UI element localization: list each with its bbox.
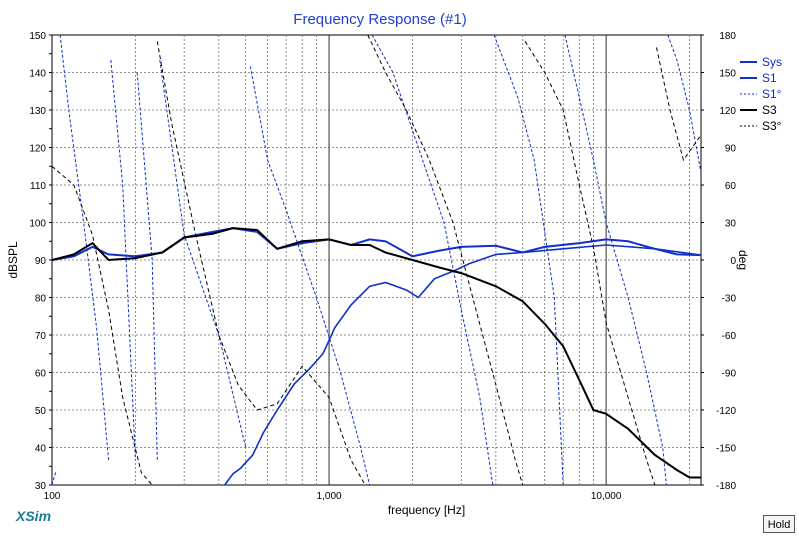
x-axis-label: frequency [Hz] [388,503,465,517]
hold-button[interactable]: Hold [763,515,795,533]
y2-tick-label: 180 [719,31,736,42]
y2-tick-label: 120 [719,106,736,117]
y2-tick-label: -120 [716,406,736,417]
y2-tick-label: 60 [725,181,737,192]
y-tick-label: 120 [29,144,46,155]
y-tick-label: 70 [35,331,47,342]
y-tick-label: 90 [35,256,47,267]
x-tick-label: 10,000 [591,491,622,502]
y-tick-label: 110 [30,181,46,192]
legend-entry: Sys [762,55,782,69]
y2-tick-label: 30 [725,219,737,230]
y-tick-label: 30 [35,481,47,492]
legend-entry: S3 [762,103,777,117]
y-tick-label: 40 [35,444,47,455]
x-tick-label: 100 [44,491,61,502]
y2-tick-label: -180 [716,481,736,492]
y2-tick-label: -60 [722,331,737,342]
y2-tick-label: 150 [719,69,736,80]
y-tick-label: 60 [35,369,47,380]
y-tick-label: 130 [29,106,46,117]
y-tick-label: 100 [29,219,46,230]
y-tick-label: 140 [29,69,46,80]
x-tick-label: 1,000 [317,491,342,502]
y2-tick-label: -30 [722,294,737,305]
xsim-logo: XSim [16,508,52,524]
series-line-s3 [52,227,701,479]
legend-entry: S1° [762,87,782,101]
y-tick-label: 50 [35,406,47,417]
legend-entry: S1 [762,71,777,85]
series-line-s1-phase [52,35,701,485]
legend-entry: S3° [762,119,782,133]
series-line-s3-phase [52,35,701,485]
y-tick-label: 150 [29,31,46,42]
series-line-s1 [224,244,701,485]
y2-tick-label: 0 [730,256,736,267]
chart-title: Frequency Response (#1) [293,11,467,28]
y-tick-label: 80 [35,294,47,305]
y2-axis-label: deg [736,250,750,270]
y2-tick-label: -150 [716,444,736,455]
y2-tick-label: -90 [722,369,737,380]
y-axis-label: dBSPL [6,241,20,279]
y2-tick-label: 90 [725,144,737,155]
